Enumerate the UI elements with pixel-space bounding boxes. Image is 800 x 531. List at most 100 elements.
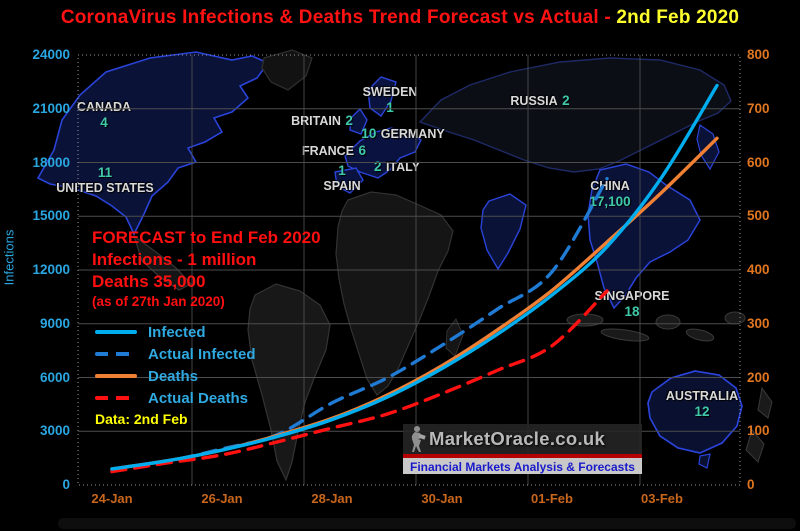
legend-swatch <box>95 374 137 378</box>
country-case-count: 12 <box>694 404 710 419</box>
continent-africa <box>335 191 454 396</box>
country-name: SINGAPORE <box>594 289 670 303</box>
left-axis-tick: 15000 <box>32 208 70 224</box>
country-case-count: 2 <box>345 113 353 128</box>
country-case-count: 11 <box>97 165 113 180</box>
legend-data-note: Data: 2nd Feb <box>95 411 188 427</box>
left-axis-tick: 3000 <box>39 423 70 439</box>
forecast-note: FORECAST to End Feb 2020 Infections - 1 … <box>92 227 321 311</box>
country-name: CANADA <box>76 100 132 114</box>
legend-item-actual-deaths: Actual Deaths <box>95 387 256 409</box>
right-axis-tick: 100 <box>747 423 770 439</box>
country-label-canada: CANADA 4 <box>77 99 131 130</box>
country-name: RUSSIA <box>510 94 558 108</box>
x-axis-tick: 28-Jan <box>311 491 353 506</box>
legend-label: Actual Deaths <box>148 389 249 407</box>
country-case-count: 1 <box>338 163 346 178</box>
country-case-count: 2 <box>373 159 382 174</box>
right-axis-tick: 800 <box>747 47 770 62</box>
forecast-line-3: Deaths 35,000 <box>92 272 206 291</box>
left-axis-tick: 18000 <box>32 154 70 170</box>
left-axis-tick: 12000 <box>32 262 70 277</box>
country-case-count: 6 <box>358 143 367 158</box>
left-axis-tick: 24000 <box>32 47 70 62</box>
left-axis-tick: 21000 <box>32 100 70 116</box>
country-label-united-states: 11 UNITED STATES <box>56 165 153 196</box>
logo-site-name: MarketOracle.co.uk <box>429 428 606 449</box>
legend-label: Deaths <box>148 367 199 385</box>
country-label-sweden: SWEDEN 1 <box>363 84 418 115</box>
logo-tagline: Financial Markets Analysis & Forecasts <box>410 460 635 474</box>
country-name: GERMANY <box>380 127 445 141</box>
country-case-count: 18 <box>624 304 640 319</box>
country-label-spain: 1 SPAIN <box>323 163 360 194</box>
left-axis-tick: 0 <box>62 477 70 492</box>
legend-swatch <box>95 352 137 356</box>
x-axis-tick: 30-Jan <box>421 491 463 506</box>
country-name: ITALY <box>385 160 421 174</box>
marketoracle-logo: MarketOracle.co.uk Financial Markets Ana… <box>403 424 642 474</box>
x-axis-tick: 01-Feb <box>531 491 573 506</box>
x-axis-tick: 26-Jan <box>201 491 243 506</box>
legend-item-deaths: Deaths <box>95 365 256 387</box>
right-axis-tick: 300 <box>747 315 770 331</box>
country-label-australia: AUSTRALIA 12 <box>666 388 738 419</box>
right-axis-tick: 600 <box>747 154 770 170</box>
country-case-count: 2 <box>562 93 570 108</box>
legend-items: Infected Actual Infected Deaths Actual Deat… <box>95 321 256 409</box>
continent-australia <box>647 370 743 469</box>
chart-title-main: CoronaVirus Infections & Deaths Trend Fo… <box>60 7 611 28</box>
legend: Infected Actual Infected Deaths Actual Deat… <box>95 321 256 427</box>
chart-title: CoronaVirus Infections & Deaths Trend Fo… <box>0 7 800 29</box>
country-case-count: 10 <box>361 126 377 141</box>
country-label-china: CHINA 17,100 <box>589 178 630 209</box>
legend-label: Actual Infected <box>148 345 256 363</box>
country-name: AUSTRALIA <box>665 389 739 403</box>
left-axis-title: Infections <box>1 229 17 286</box>
islands-japan <box>696 123 720 171</box>
left-axis-tick: 6000 <box>39 369 70 385</box>
forecast-line-1: FORECAST to End Feb 2020 <box>92 228 321 247</box>
country-label-singapore: SINGAPORE 18 <box>594 288 669 319</box>
continent-russia-north-asia <box>418 57 732 173</box>
reading-statue-icon <box>411 426 426 452</box>
region-india <box>480 193 527 271</box>
forecast-line-2: Infections - 1 million <box>92 250 257 269</box>
right-axis-tick: 0 <box>747 477 755 492</box>
bottom-shadow-bar <box>58 518 796 529</box>
logo-tagline-strip: Financial Markets Analysis & Forecasts <box>403 458 642 474</box>
country-label-russia: RUSSIA 2 <box>510 93 569 109</box>
x-axis-tick: 24-Jan <box>91 491 133 506</box>
legend-swatch <box>95 396 137 400</box>
legend-swatch <box>95 330 137 334</box>
country-label-france: FRANCE 6 <box>302 143 366 159</box>
legend-item-infected: Infected <box>95 321 256 343</box>
right-axis-tick: 200 <box>747 369 770 385</box>
legend-label: Infected <box>148 323 206 341</box>
logo-red-bar <box>403 454 642 458</box>
country-name: SPAIN <box>323 179 361 193</box>
country-case-count: 4 <box>100 115 108 130</box>
country-name: FRANCE <box>301 144 355 158</box>
country-label-italy: 2 ITALY <box>374 159 420 175</box>
country-case-count: 17,100 <box>589 194 631 209</box>
country-label-germany: 10 GERMANY <box>361 126 444 142</box>
continent-south-america <box>247 283 331 482</box>
x-axis-tick: 03-Feb <box>641 491 683 506</box>
legend-item-actual-infected: Actual Infected <box>95 343 256 365</box>
chart-title-date: 2nd Feb 2020 <box>610 7 740 28</box>
logo-top-row: MarketOracle.co.uk <box>403 424 642 454</box>
country-case-count: 1 <box>386 100 394 115</box>
country-name: SWEDEN <box>362 85 418 99</box>
country-name: CHINA <box>590 179 630 193</box>
continent-greenland <box>261 49 313 91</box>
forecast-line-4: (as of 27th Jan 2020) <box>92 294 225 309</box>
island-madagascar <box>445 318 464 357</box>
country-label-britain: BRITAIN 2 <box>291 113 353 129</box>
country-name: UNITED STATES <box>56 181 154 195</box>
right-axis-tick: 400 <box>747 262 770 277</box>
right-axis-tick: 700 <box>747 100 770 116</box>
country-name: BRITAIN <box>291 114 341 128</box>
right-axis-tick: 500 <box>747 208 770 224</box>
